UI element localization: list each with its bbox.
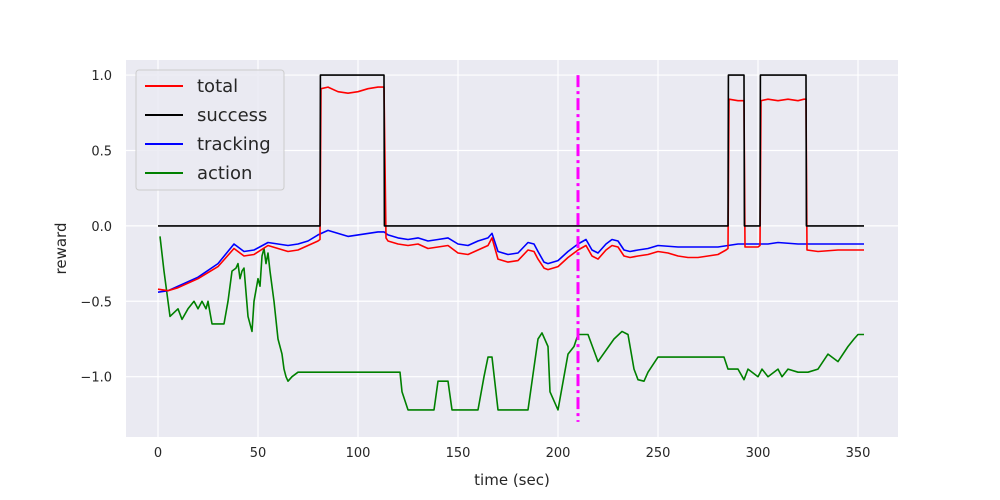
legend-label-tracking: tracking	[197, 134, 271, 155]
x-tick-label: 200	[546, 446, 571, 461]
x-tick-labels: 0 50 100 150 200 250 300 350	[154, 446, 871, 461]
series-line-action	[159, 236, 864, 411]
y-tick-label: 0.0	[91, 220, 112, 235]
y-tick-label: −1.0	[80, 371, 112, 386]
y-tick-label: −0.5	[80, 295, 112, 310]
legend-box	[135, 69, 285, 191]
x-tick-label: 300	[746, 446, 771, 461]
x-tick-label: 0	[154, 446, 162, 461]
series-line-success	[158, 74, 864, 227]
x-tick-label: 250	[646, 446, 671, 461]
series-line-tracking	[157, 229, 864, 293]
legend-label-action: action	[197, 163, 252, 184]
legend-label-success: success	[197, 105, 267, 126]
y-tick-labels: −1.0 −0.5 0.0 0.5 1.0	[80, 69, 112, 386]
x-tick-label: 100	[346, 446, 371, 461]
y-axis-label: reward	[52, 223, 70, 275]
x-tick-label: 50	[250, 446, 267, 461]
legend-label-total: total	[197, 76, 238, 97]
y-tick-label: 1.0	[91, 69, 112, 84]
x-axis-label: time (sec)	[474, 471, 550, 489]
x-tick-label: 350	[846, 446, 871, 461]
x-tick-label: 150	[446, 446, 471, 461]
series-line-total	[157, 86, 864, 292]
y-tick-label: 0.5	[91, 144, 112, 159]
legend: total success tracking action	[135, 69, 285, 191]
series-lines	[157, 74, 864, 411]
